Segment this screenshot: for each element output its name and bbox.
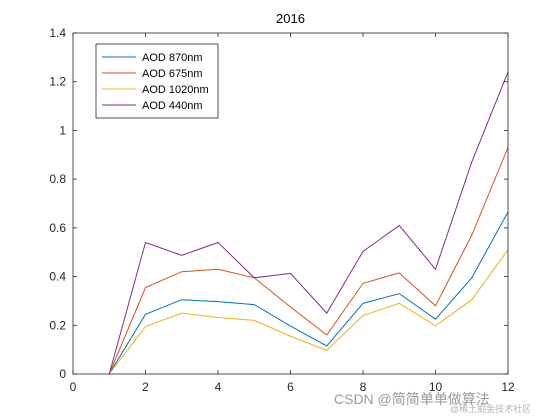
legend: AOD 870nm AOD 675nm AOD 1020nm AOD 440nm	[95, 43, 219, 119]
watermark-text: CSDN @简简单单做算法	[334, 391, 490, 407]
x-tick-label-4: 4	[215, 380, 222, 394]
x-tick-label-0: 0	[70, 380, 77, 394]
series-layer	[108, 71, 509, 375]
x-tick-label-6: 6	[287, 380, 294, 394]
x-tick-label-10: 10	[429, 380, 443, 394]
y-tick-label-0-4: 0.4	[49, 270, 66, 284]
y-tick-label-0-2: 0.2	[49, 318, 66, 332]
y-tick-label-0: 0	[59, 367, 66, 381]
series-line-3	[108, 249, 509, 375]
series-line-2	[108, 147, 509, 375]
series-line-4	[108, 71, 509, 375]
y-tick-label-0-8: 0.8	[49, 172, 66, 186]
legend-label-1: AOD 870nm	[142, 52, 203, 64]
x-tick-label-8: 8	[360, 380, 367, 394]
y-tick-label-1-2: 1.2	[49, 75, 66, 89]
y-tick-label-1: 1	[59, 123, 66, 137]
series-line-1	[108, 211, 509, 375]
chart-title: 2016	[276, 11, 305, 26]
legend-label-4: AOD 440nm	[142, 100, 203, 112]
legend-label-2: AOD 675nm	[142, 68, 203, 80]
x-tick-label-12: 12	[501, 380, 515, 394]
y-tick-label-1-4: 1.4	[49, 26, 66, 40]
legend-label-3: AOD 1020nm	[142, 84, 209, 96]
legend-box	[95, 43, 219, 119]
x-tick-label-2: 2	[142, 380, 149, 394]
y-tick-label-0-6: 0.6	[49, 221, 66, 235]
axes-layer: 0 2 4 6 8 10 12 0 0.2 0.4 0.6 0.8 1 1.2 1.4	[49, 26, 515, 394]
watermark-subtext: @稀土掘金技术社区	[450, 404, 532, 414]
